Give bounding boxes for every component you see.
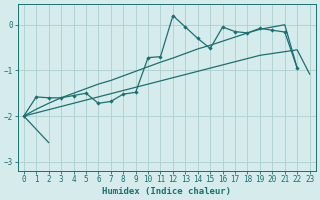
X-axis label: Humidex (Indice chaleur): Humidex (Indice chaleur) — [102, 187, 231, 196]
